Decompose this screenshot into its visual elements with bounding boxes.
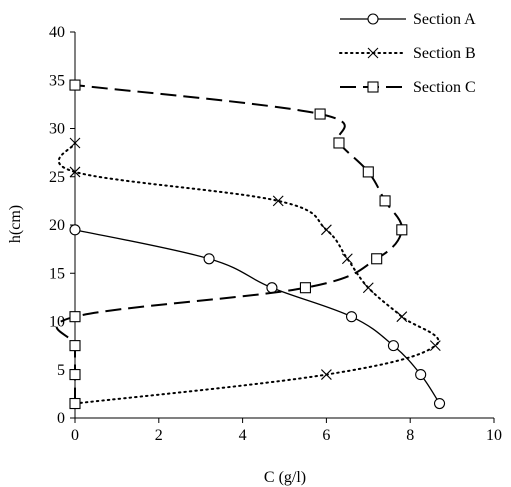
legend-marker-section-c — [367, 81, 379, 93]
series-section-a — [69, 224, 446, 410]
y-tick-label: 15 — [49, 265, 65, 282]
data-point-section-c — [371, 253, 383, 265]
legend-label-section-c: Section C — [413, 79, 476, 96]
y-tick-label: 40 — [49, 24, 65, 41]
legend-item-section-c: Section C — [340, 79, 476, 96]
legend-item-section-b: Section B — [339, 45, 476, 62]
x-tick-label: 2 — [155, 427, 163, 444]
x-tick-label: 0 — [71, 427, 79, 444]
data-point-section-c — [379, 195, 391, 207]
axes: 0 2 4 6 8 10 0 5 10 15 20 25 30 35 40 — [49, 24, 502, 444]
y-tick-label: 35 — [49, 72, 65, 89]
series-layer — [55, 79, 446, 410]
legend-label-section-a: Section A — [413, 11, 476, 28]
data-point-section-c — [69, 79, 81, 91]
data-point-section-a — [266, 282, 278, 294]
data-point-section-c — [69, 311, 81, 323]
data-point-section-c — [69, 340, 81, 352]
data-point-section-b — [396, 311, 408, 323]
legend-label-section-b: Section B — [413, 45, 476, 62]
series-section-c — [55, 79, 408, 410]
data-point-section-a — [69, 224, 81, 236]
x-tick-label: 8 — [406, 427, 414, 444]
data-point-section-c — [396, 224, 408, 236]
data-point-section-b-stroke — [272, 195, 284, 207]
data-point-section-c — [362, 166, 374, 178]
data-point-section-b — [341, 253, 353, 265]
data-point-section-c — [333, 137, 345, 149]
x-tick-label: 6 — [322, 427, 330, 444]
data-point-section-a — [433, 397, 446, 410]
y-tick-label: 5 — [57, 362, 65, 379]
series-line-section-b — [57, 141, 440, 405]
legend-marker-section-a — [367, 13, 379, 25]
legend-item-section-a: Section A — [340, 11, 476, 28]
data-point-section-b — [321, 369, 332, 380]
data-point-section-b-stroke — [362, 282, 374, 294]
y-tick-label: 0 — [57, 410, 65, 427]
x-tick-label: 10 — [486, 427, 502, 444]
data-point-section-b-stroke — [429, 340, 441, 352]
data-point-section-c — [69, 397, 81, 410]
data-point-section-b-stroke — [321, 224, 332, 236]
data-point-section-c — [299, 282, 312, 294]
series-line-section-c — [55, 84, 403, 404]
y-tick-label: 25 — [49, 169, 65, 186]
y-tick-label: 20 — [49, 217, 65, 234]
series-line-section-a — [74, 229, 441, 404]
legend-marker-section-b — [367, 47, 379, 59]
legend: Section A Section B Section C — [339, 11, 476, 96]
data-point-section-c — [69, 369, 81, 381]
y-tick-label: 10 — [49, 314, 65, 331]
x-axis-title: C (g/l) — [264, 469, 306, 486]
data-point-section-b — [362, 282, 374, 294]
data-point-section-c — [314, 108, 326, 120]
data-point-section-b — [272, 195, 284, 207]
x-tick-label: 4 — [239, 427, 247, 444]
data-point-section-b — [429, 340, 441, 352]
data-point-section-b — [321, 224, 332, 236]
legend-marker-section-b-stroke — [367, 47, 379, 59]
series-section-b — [57, 137, 441, 409]
data-point-section-b-stroke — [396, 311, 408, 323]
data-point-section-a — [415, 369, 427, 381]
data-point-section-b-stroke — [321, 369, 332, 380]
data-point-section-b — [69, 166, 81, 178]
y-tick-label: 30 — [49, 121, 65, 138]
data-point-section-a — [345, 311, 358, 323]
y-axis-title: h(cm) — [7, 205, 24, 243]
data-point-section-b-stroke — [341, 253, 353, 265]
data-point-section-a — [387, 340, 399, 352]
data-point-section-b — [69, 137, 81, 149]
data-point-section-a — [203, 253, 215, 265]
data-point-section-b-stroke — [69, 166, 81, 178]
data-point-section-b-stroke — [69, 137, 81, 149]
